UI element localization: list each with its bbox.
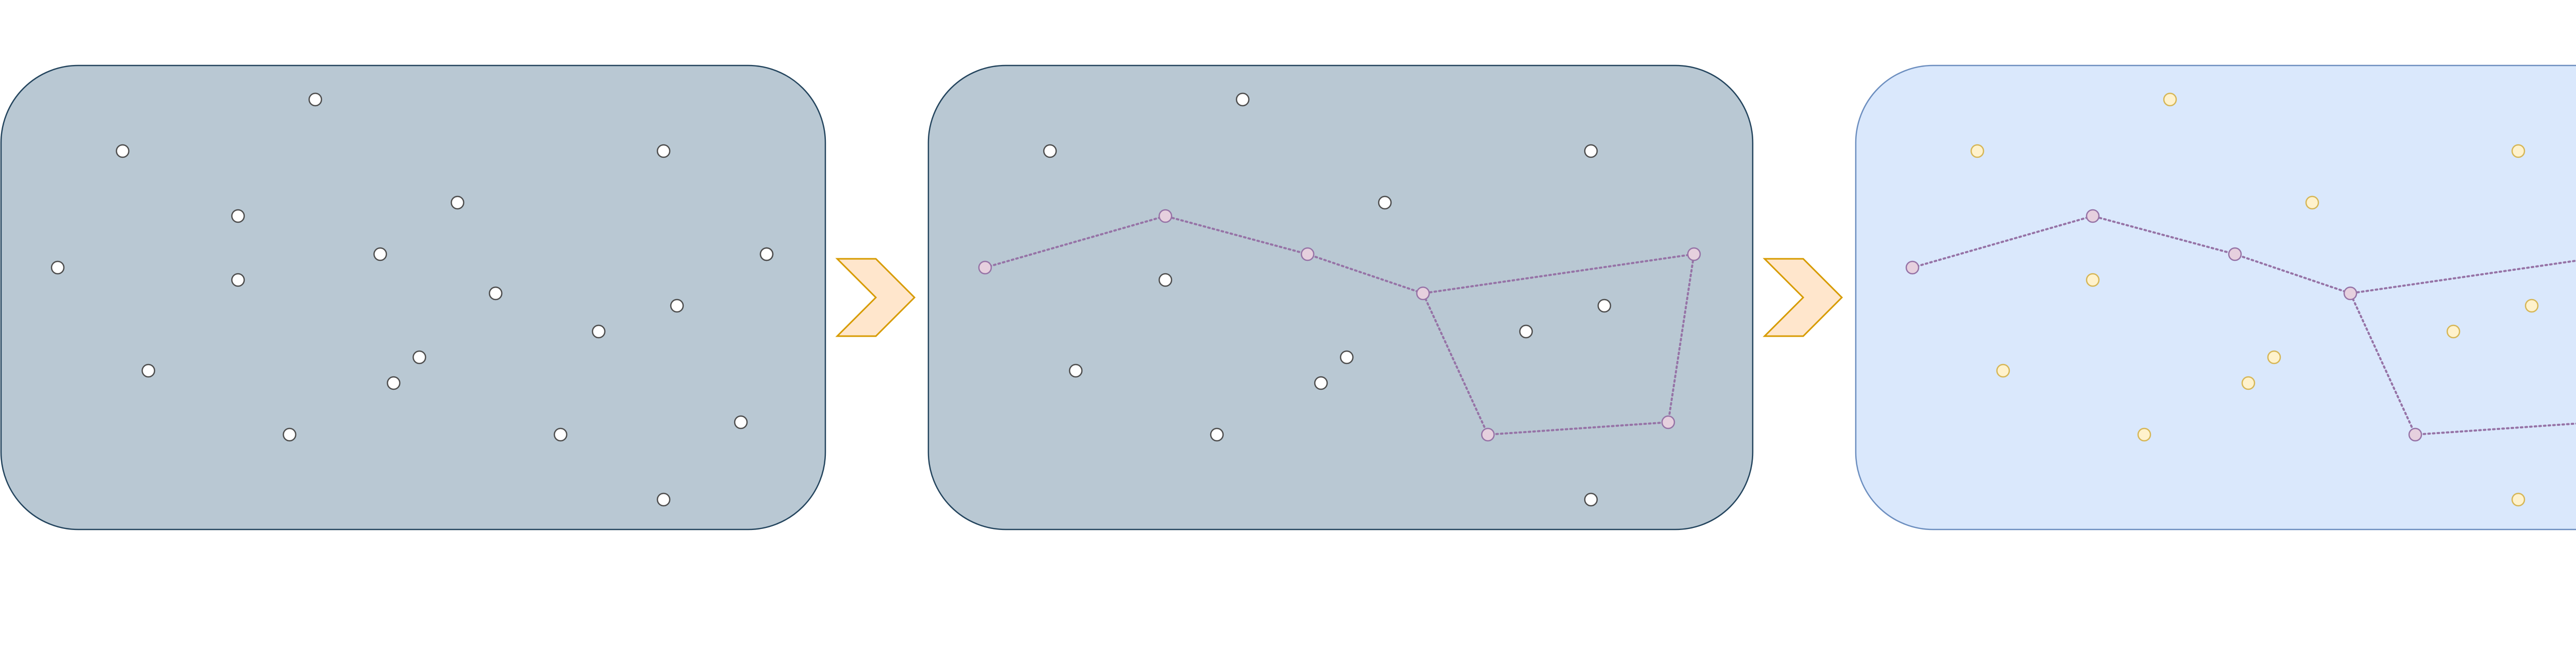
star-icon: [656, 144, 671, 158]
star-icon: [591, 324, 606, 339]
constellation-star-icon: [2343, 286, 2358, 301]
star-icon: [1210, 427, 1224, 442]
constellation-star-icon: [2086, 209, 2100, 223]
panel-starfield: [0, 64, 826, 531]
constellation-line: [1911, 214, 2576, 436]
star-icon: [2241, 376, 2256, 390]
constellation-star-icon: [1905, 260, 1920, 275]
star-icon: [386, 376, 401, 390]
star-icon: [412, 350, 427, 365]
constellation-star-icon: [978, 260, 992, 275]
star-icon: [1519, 324, 1533, 339]
constellation-star-icon: [2228, 247, 2242, 261]
chevron-right-icon: [835, 258, 916, 337]
star-icon: [1597, 299, 1612, 313]
panel-background: [1855, 64, 2576, 531]
constellation-star-icon: [1300, 247, 1315, 261]
star-icon: [373, 247, 387, 261]
star-icon: [450, 195, 465, 210]
star-icon: [2511, 144, 2526, 158]
star-icon: [1584, 492, 1598, 507]
star-icon: [2511, 492, 2526, 507]
star-icon: [1235, 92, 1250, 107]
panel-constellation-highlighted: [1855, 64, 2576, 531]
star-icon: [2267, 350, 2281, 365]
panel-background: [0, 64, 826, 531]
chevron-right-icon: [1762, 258, 1843, 337]
star-icon: [1340, 350, 1354, 365]
star-icon: [2524, 299, 2539, 313]
star-icon: [670, 299, 684, 313]
star-icon: [2163, 92, 2177, 107]
star-icon: [1970, 144, 1985, 158]
star-icon: [141, 363, 156, 378]
star-icon: [1158, 273, 1173, 287]
panel-background: [927, 64, 1754, 531]
star-icon: [1314, 376, 1328, 390]
constellation-star-icon: [1158, 209, 1173, 223]
star-icon: [1069, 363, 1083, 378]
constellation-line: [984, 214, 1696, 436]
star-icon: [50, 260, 65, 275]
panel-constellation-identified: [927, 64, 1754, 531]
star-icon: [2137, 427, 2151, 442]
constellation-star-icon: [1416, 286, 1430, 301]
star-icon: [1584, 144, 1598, 158]
star-icon: [308, 92, 323, 107]
star-icon: [553, 427, 568, 442]
star-icon: [656, 492, 671, 507]
star-icon: [759, 247, 774, 261]
star-icon: [734, 415, 748, 429]
star-icon: [1043, 144, 1057, 158]
constellation-star-icon: [2408, 427, 2422, 442]
star-icon: [1996, 363, 2010, 378]
constellation-star-icon: [1687, 247, 1701, 261]
star-icon: [115, 144, 130, 158]
star-icon: [231, 273, 245, 287]
star-icon: [2446, 324, 2461, 339]
star-icon: [282, 427, 297, 442]
constellation-star-icon: [1481, 427, 1495, 442]
star-icon: [2305, 195, 2319, 210]
star-icon: [231, 209, 245, 223]
constellation-star-icon: [1661, 415, 1675, 429]
star-icon: [2086, 273, 2100, 287]
star-icon: [488, 286, 503, 301]
star-icon: [1378, 195, 1392, 210]
